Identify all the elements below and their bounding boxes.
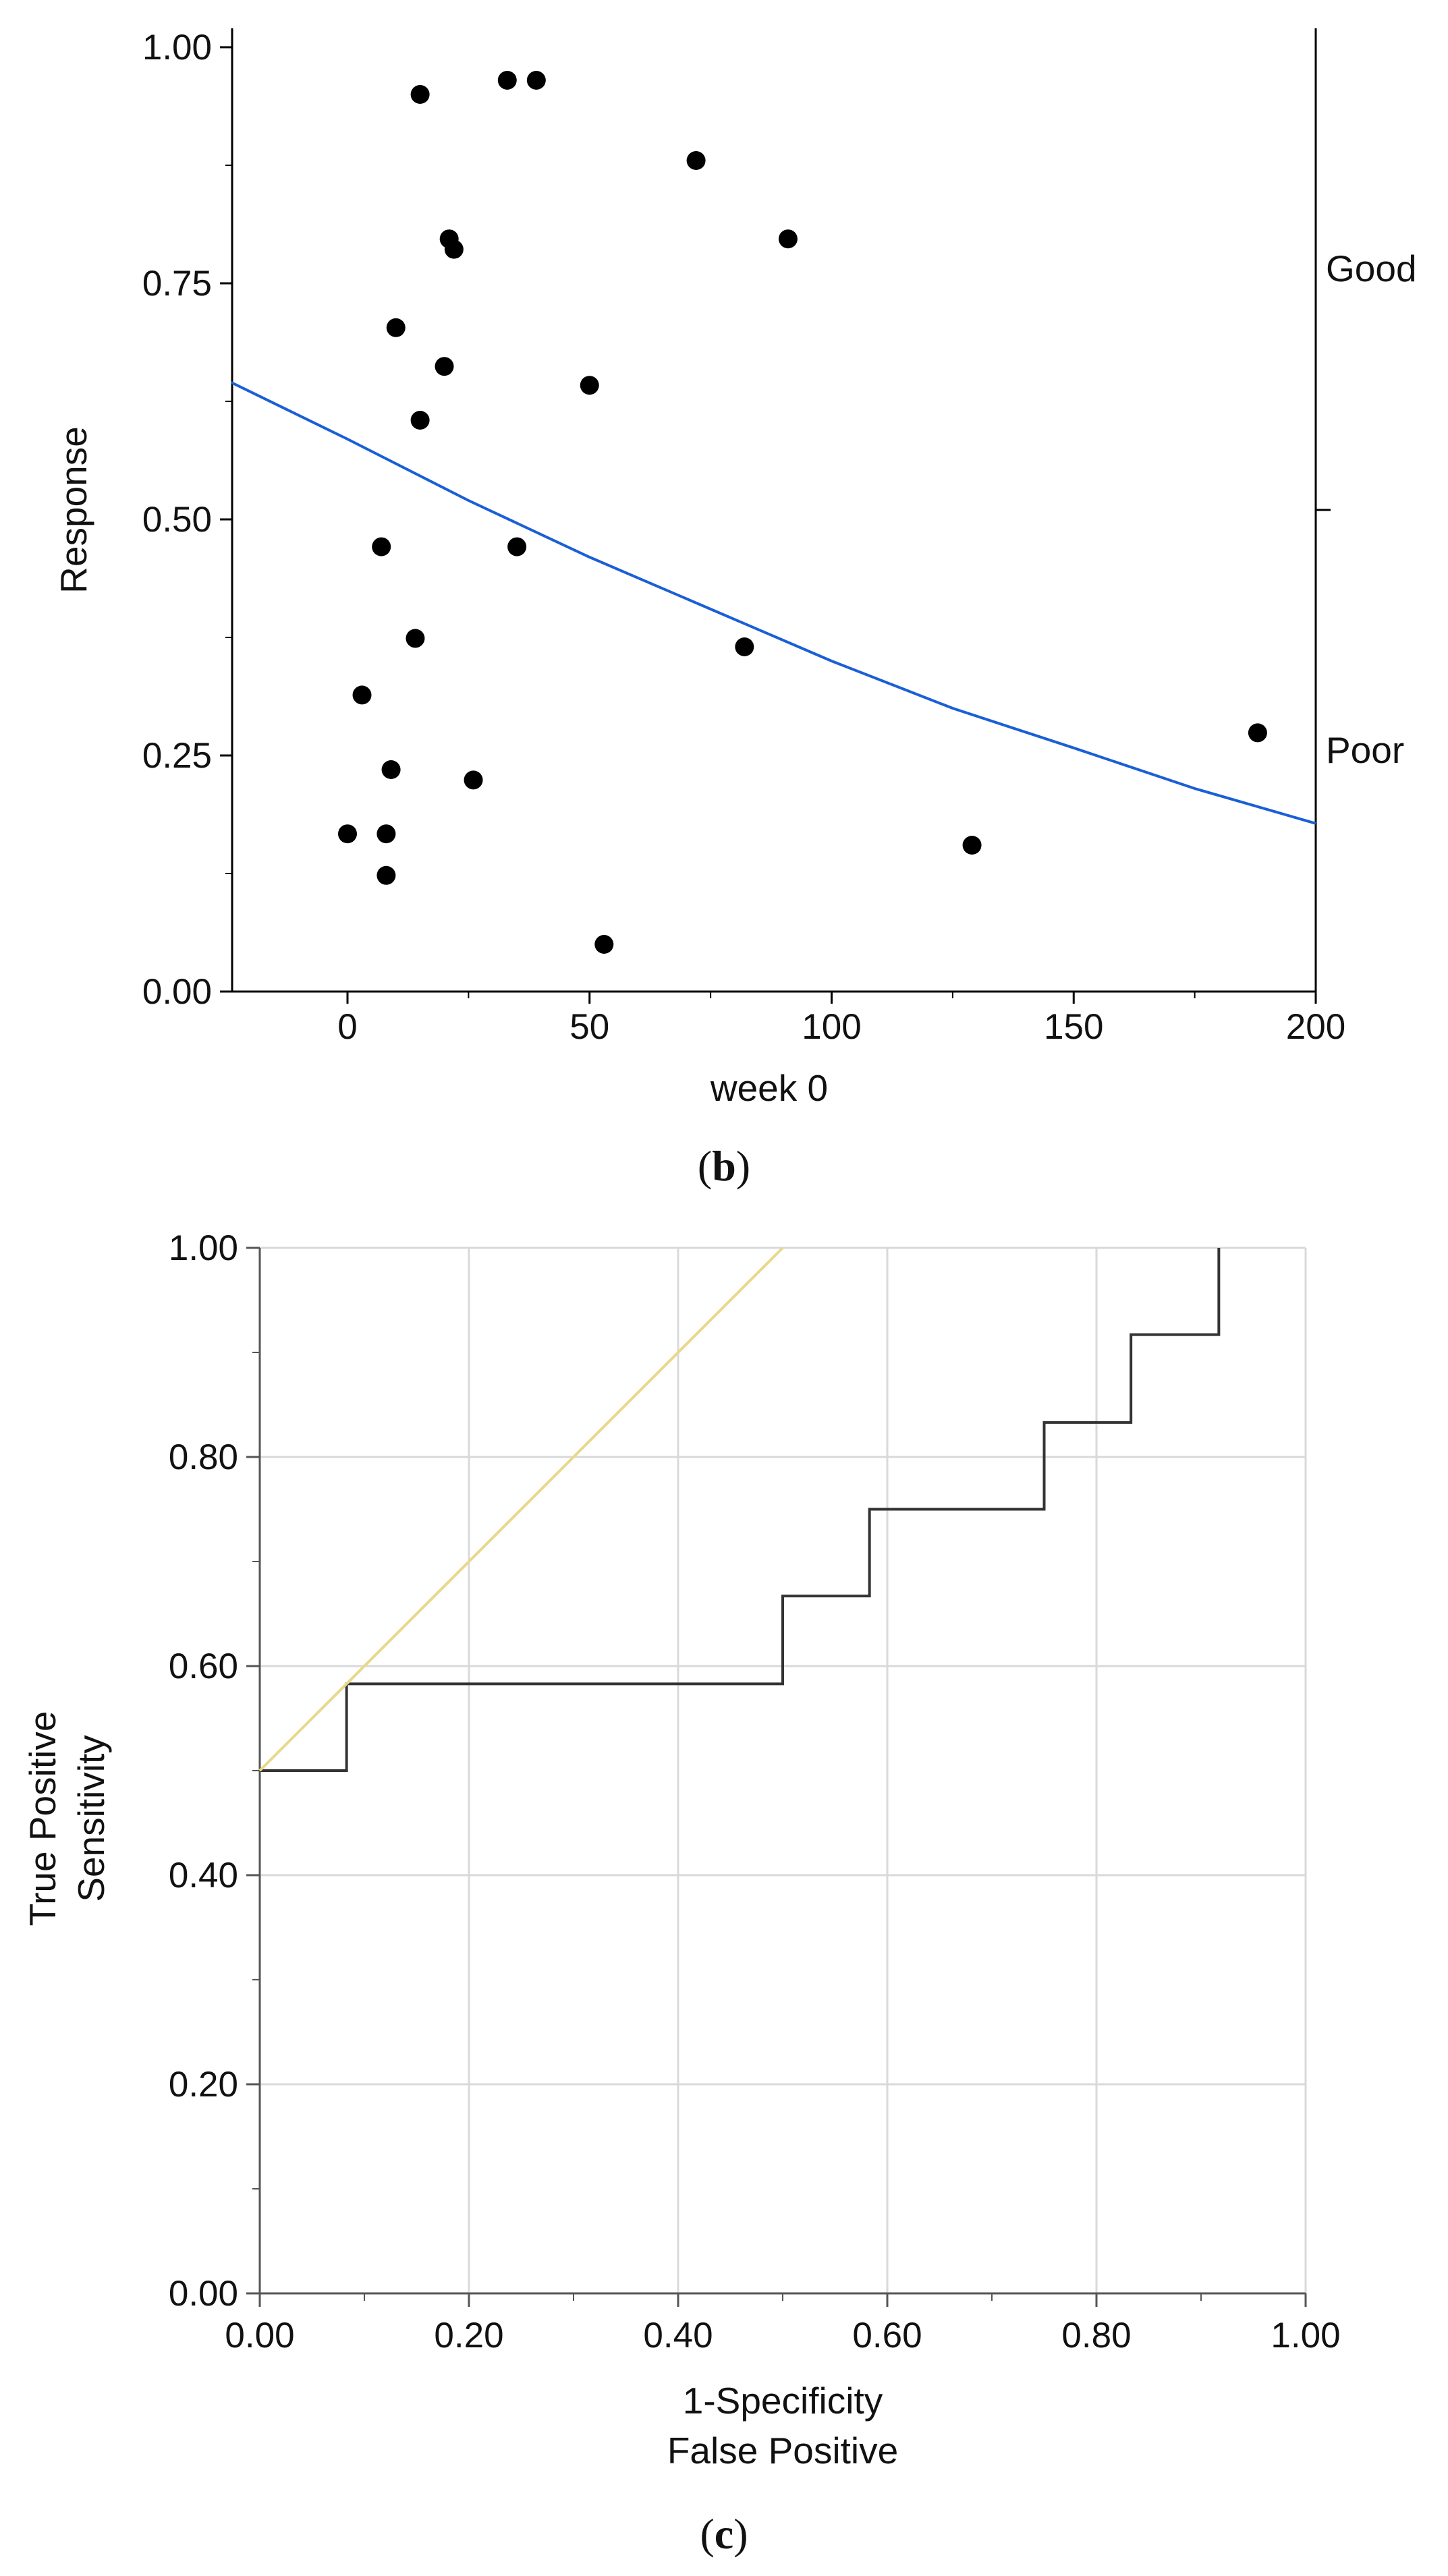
panel-b-scatter-chart: 0 50 100 150 200 0.00 0.25 0.50 0.75 1.00 Good Poo… bbox=[53, 28, 1417, 1109]
panel-b-y-tick-label: 1.00 bbox=[142, 28, 212, 67]
panel-b-data-point bbox=[381, 760, 401, 779]
panel-b-data-point bbox=[377, 824, 396, 844]
panel-b-y-axis-title: Response bbox=[53, 426, 94, 594]
panel-b-data-point bbox=[444, 239, 464, 259]
panel-c-gridlines bbox=[260, 1247, 1307, 2293]
panel-b-data-point bbox=[526, 71, 546, 90]
panel-b-right-category-poor: Poor bbox=[1326, 729, 1404, 771]
panel-b-data-point bbox=[464, 770, 483, 790]
panel-b-data-point bbox=[435, 357, 454, 376]
panel-b-data-point bbox=[410, 85, 430, 104]
panel-c-roc-curve bbox=[260, 1248, 1221, 1772]
panel-c-x-tick-label: 0.60 bbox=[852, 2316, 922, 2355]
panel-c-y-tick-label: 0.20 bbox=[169, 2065, 238, 2105]
panel-b-x-tick-label: 50 bbox=[569, 1007, 609, 1047]
panel-b-y-tick-label: 0.50 bbox=[142, 500, 212, 540]
panel-b-data-point bbox=[1248, 723, 1267, 743]
panel-b-x-tick-label: 200 bbox=[1286, 1007, 1345, 1047]
panel-c-x-tick-label: 0.00 bbox=[225, 2316, 294, 2355]
panel-b-data-point bbox=[962, 836, 982, 855]
panel-b-y-tick-label: 0.25 bbox=[142, 736, 212, 776]
panel-c-roc-chart: 0.00 0.20 0.40 0.60 0.80 1.00 0.00 0.20 0.40 0.60… bbox=[22, 1228, 1341, 2471]
panel-c-x-axis-title-line2: False Positive bbox=[667, 2430, 898, 2471]
panel-b-data-point bbox=[594, 935, 614, 954]
panel-c-y-tick-label: 0.80 bbox=[169, 1437, 238, 1477]
panel-b-data-point bbox=[338, 824, 357, 844]
panel-b-data-point bbox=[377, 865, 396, 885]
panel-c-x-tick-label: 0.40 bbox=[643, 2316, 713, 2355]
panel-b-fit-curve bbox=[230, 381, 1316, 825]
panel-c-axes bbox=[258, 1248, 1306, 2295]
panel-b-data-point bbox=[580, 376, 599, 395]
panel-b-data-point bbox=[497, 71, 517, 90]
panel-b-y-tick-label: 0.75 bbox=[142, 264, 212, 304]
panel-b-axes bbox=[231, 28, 1317, 993]
panel-c-tangent-line bbox=[258, 1247, 784, 1772]
panel-c-x-tick-label: 1.00 bbox=[1271, 2316, 1340, 2355]
panel-c-x-tick-label: 0.80 bbox=[1061, 2316, 1131, 2355]
panel-b-data-point bbox=[386, 318, 406, 337]
panel-c-y-tick-label: 0.40 bbox=[169, 1856, 238, 1895]
panel-b-data-point bbox=[410, 411, 430, 430]
panel-c-y-tick-label: 0.60 bbox=[169, 1647, 238, 1686]
panel-b-y-tick-label: 0.00 bbox=[142, 972, 212, 1012]
panel-b-x-tick-label: 0 bbox=[337, 1007, 357, 1047]
panel-b-x-tick-label: 100 bbox=[802, 1007, 861, 1047]
panel-b-right-category-good: Good bbox=[1326, 248, 1417, 289]
panel-c-x-axis-title-line1: 1-Specificity bbox=[683, 2380, 883, 2422]
panel-c-y-tick-label: 1.00 bbox=[169, 1228, 238, 1268]
panel-b-data-point bbox=[406, 629, 425, 648]
panel-b-data-point bbox=[352, 685, 372, 705]
panel-b-data-point bbox=[686, 151, 706, 170]
panel-b-data-point bbox=[735, 637, 754, 656]
panel-c-x-tick-label: 0.20 bbox=[434, 2316, 503, 2355]
panel-b-x-tick-label: 150 bbox=[1044, 1007, 1103, 1047]
panel-b-data-point bbox=[372, 537, 391, 556]
panel-c-y-axis-title-line1: True Positive bbox=[22, 1711, 63, 1926]
panel-c-y-tick-label: 0.00 bbox=[169, 2274, 238, 2314]
panel-b-data-point bbox=[507, 537, 527, 556]
panel-b-data-point bbox=[778, 229, 798, 249]
panel-c-label: (c) bbox=[700, 2510, 748, 2558]
panel-c-y-axis-title-line2: Sensitivity bbox=[70, 1735, 112, 1902]
panel-b-label: (b) bbox=[698, 1142, 750, 1190]
panel-b-x-axis-title: week 0 bbox=[710, 1067, 828, 1109]
